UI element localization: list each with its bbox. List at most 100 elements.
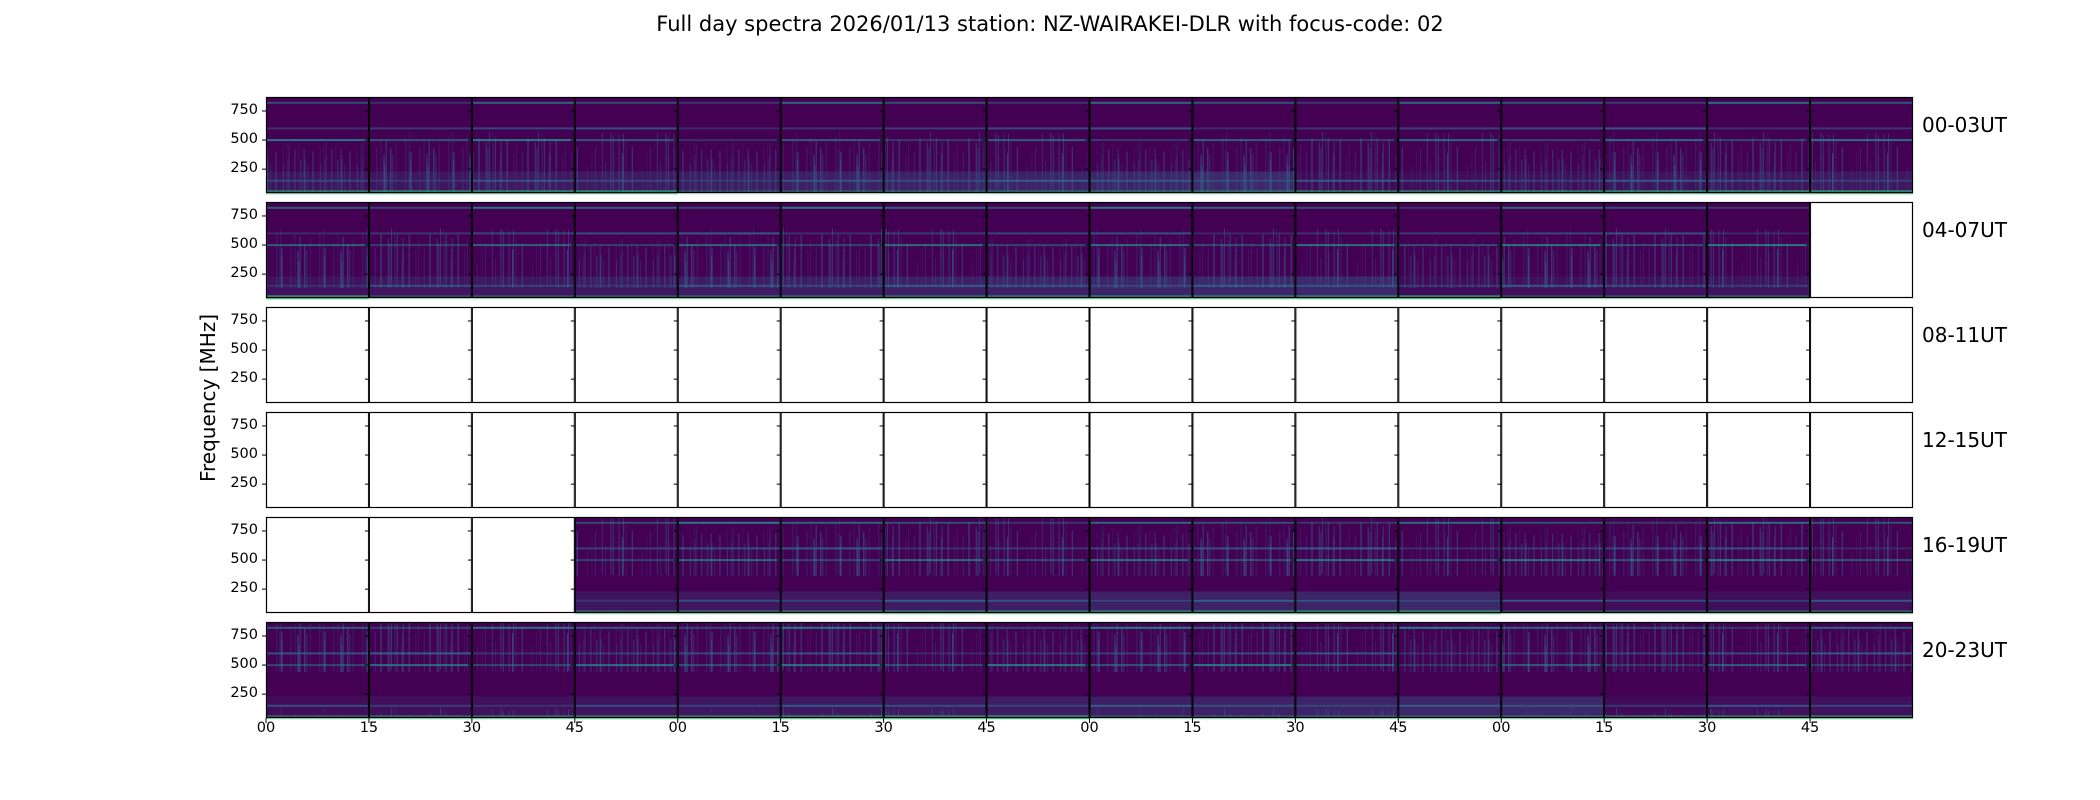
frequency-band: [1089, 101, 1193, 104]
empty-fill: [883, 412, 987, 508]
frequency-band: [1604, 559, 1708, 562]
frequency-band: [1501, 101, 1605, 104]
frequency-band: [1398, 652, 1502, 655]
spectrum-panel: [1085, 97, 1193, 195]
noise-haze: [574, 276, 678, 298]
spectrum-panel: [1703, 97, 1811, 195]
frequency-band: [1192, 599, 1296, 602]
noise-haze: [883, 696, 987, 718]
y-tick-label: 500: [230, 656, 258, 673]
frequency-band: [986, 704, 1090, 707]
frequency-band: [1501, 179, 1605, 182]
noise-haze: [1707, 591, 1811, 613]
frequency-band: [1089, 599, 1193, 602]
noise-haze: [883, 276, 987, 298]
spectrum-panel: [1497, 517, 1605, 615]
spectrum-panel: [879, 622, 987, 720]
spectrum-fill: [1707, 202, 1811, 298]
frequency-band: [1707, 547, 1811, 550]
frequency-band: [1089, 179, 1193, 182]
frequency-band: [574, 244, 678, 247]
empty-fill: [986, 412, 1090, 508]
spectrum-fill: [1604, 97, 1708, 193]
spectrum-panel: [1085, 517, 1193, 615]
spectrum-fill: [1089, 202, 1193, 298]
x-tick-label: 30: [1697, 720, 1717, 736]
row-label: 16-19UT: [1922, 533, 2007, 557]
frequency-band: [368, 244, 472, 247]
spectrum-panel: [879, 202, 987, 300]
y-tick-label: 750: [230, 521, 258, 538]
frequency-band: [780, 704, 884, 707]
frequency-band: [1089, 284, 1193, 287]
frequency-band: [1810, 101, 1913, 104]
noise-haze: [883, 171, 987, 193]
frequency-band: [677, 244, 781, 247]
spectrum-panel: [1188, 622, 1296, 720]
frequency-band: [266, 101, 369, 104]
frequency-band: [1604, 179, 1708, 182]
frequency-band: [574, 626, 678, 629]
spectrum-fill: [1501, 517, 1605, 613]
empty-fill: [471, 517, 575, 613]
noise-haze: [1810, 171, 1913, 193]
frequency-band: [883, 664, 987, 667]
noise-haze: [677, 276, 781, 298]
frequency-band: [883, 101, 987, 104]
spectrum-fill: [1501, 202, 1605, 298]
empty-panel: [1600, 412, 1708, 508]
y-tick-label: 250: [230, 475, 258, 492]
frequency-band: [1810, 139, 1913, 142]
spectrum-panel: [570, 622, 678, 720]
frequency-band: [1398, 127, 1502, 130]
frequency-band: [780, 127, 884, 130]
spectrum-fill: [368, 202, 472, 298]
frequency-band: [1501, 704, 1605, 707]
frequency-band: [1398, 547, 1502, 550]
frequency-band: [677, 521, 781, 524]
frequency-band: [266, 704, 369, 707]
frequency-band: [1604, 127, 1708, 130]
frequency-band: [883, 206, 987, 209]
empty-panel: [467, 412, 575, 508]
empty-fill: [883, 307, 987, 403]
frequency-band: [1295, 244, 1399, 247]
frequency-band: [1398, 206, 1502, 209]
frequency-band: [1604, 206, 1708, 209]
noise-haze: [471, 171, 575, 193]
x-tick-label: 00: [256, 720, 276, 736]
frequency-band: [1604, 244, 1708, 247]
frequency-band: [1707, 139, 1811, 142]
frequency-band: [1604, 232, 1708, 235]
spectrum-fill: [1192, 202, 1296, 298]
noise-haze: [1295, 171, 1399, 193]
empty-fill: [1810, 307, 1913, 403]
frequency-band: [1398, 626, 1502, 629]
spectrum-panel: [1291, 622, 1399, 720]
noise-haze: [677, 696, 781, 718]
spectrum-panel: [1188, 517, 1296, 615]
empty-panel: [262, 517, 369, 613]
noise-haze: [780, 591, 884, 613]
row-label: 20-23UT: [1922, 638, 2007, 662]
spectrum-fill: [883, 622, 987, 718]
empty-fill: [368, 307, 472, 403]
y-tick-label: 500: [230, 341, 258, 358]
frequency-band: [1295, 652, 1399, 655]
row-label: 08-11UT: [1922, 323, 2007, 347]
frequency-band: [574, 547, 678, 550]
frequency-band: [677, 664, 781, 667]
x-tick-label: 00: [1080, 720, 1099, 736]
noise-haze: [1089, 591, 1193, 613]
noise-haze: [471, 276, 575, 298]
spectrum-panel: [467, 202, 575, 300]
empty-fill: [574, 307, 678, 403]
spectrum-fill: [1501, 97, 1605, 193]
frequency-band: [986, 559, 1090, 562]
noise-haze: [266, 171, 369, 193]
empty-panel: [1291, 307, 1399, 403]
spectrum-fill: [574, 202, 678, 298]
frequency-band: [1295, 521, 1399, 524]
spectrum-panel: [1085, 622, 1193, 720]
frequency-band: [574, 664, 678, 667]
